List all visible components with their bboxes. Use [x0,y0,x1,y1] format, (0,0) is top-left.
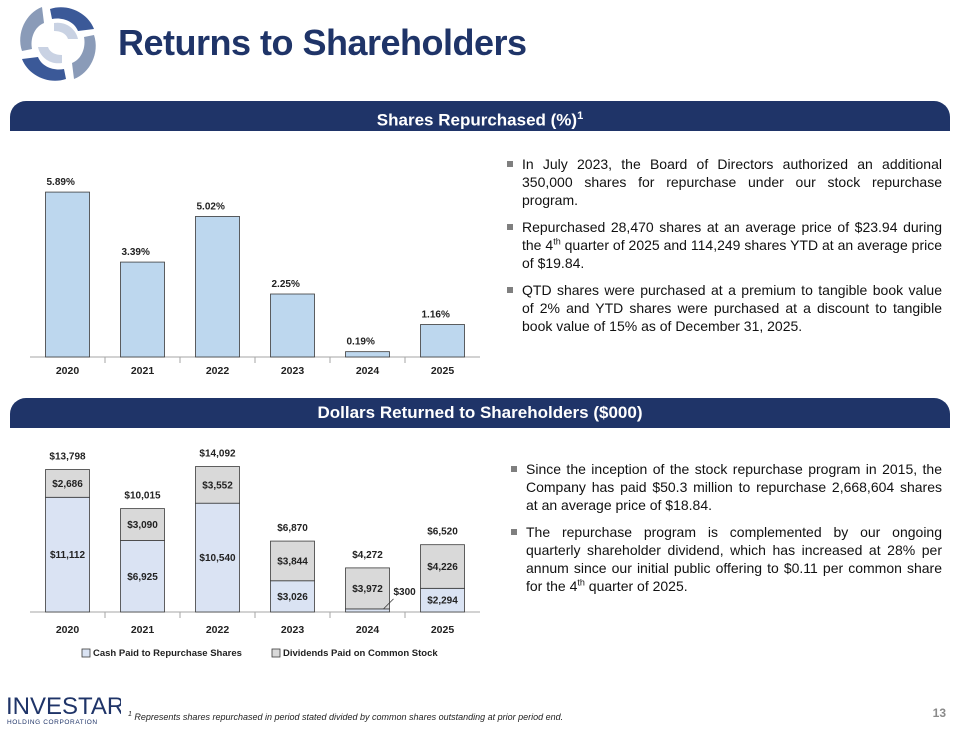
legend-label-cash: Cash Paid to Repurchase Shares [93,648,242,659]
bullet-item: Since the inception of the stock repurch… [510,460,942,514]
footnote-text: Represents shares repurchased in period … [131,712,564,722]
data-label-2025: 1.16% [422,310,450,321]
total-label-2022: $14,092 [199,449,236,460]
bullet-text: In July 2023, the Board of Directors aut… [522,156,942,208]
data-label-2024: 0.19% [347,337,375,348]
data-label-2022: 5.02% [197,201,225,212]
banner-footnote-marker: 1 [577,110,584,122]
total-label-2023: $6,870 [277,523,308,534]
page-number: 13 [932,706,946,720]
cash-label-2023: $3,026 [277,592,308,603]
bar-2024 [345,351,390,358]
cash-label-2020: $11,112 [50,550,85,561]
x-tick-label-2022: 2022 [206,365,230,377]
bullet-text: Repurchased 28,470 shares at an average … [522,219,942,253]
logo-subtext: HOLDING CORPORATION [7,719,98,726]
x-tick-label-2022: 2022 [206,624,230,636]
x-tick-label-2020: 2020 [56,624,80,636]
total-label-2020: $13,798 [49,452,86,463]
legend-swatch-cash [81,648,91,658]
dividend-bar-2024 [345,567,390,610]
investar-logo: INVESTAR HOLDING CORPORATION [6,693,121,726]
bar-2021 [120,261,165,358]
dollars-returned-bullets: Since the inception of the stock repurch… [510,460,942,604]
company-logo-icon [20,7,96,81]
data-label-2020: 5.89% [47,177,75,188]
bullet-text: The repurchase program is complemented b… [526,524,942,594]
banner-title: Shares Repurchased (%) [376,110,578,130]
cash-label-2025: $2,294 [427,596,458,607]
bar-2022 [195,216,240,358]
cash-label-2021: $6,925 [127,572,158,583]
data-label-2021: 3.39% [122,247,150,258]
bar-2023 [270,293,315,358]
bullet-text-continued: quarter of 2025. [584,578,688,594]
x-tick-label-2021: 2021 [131,624,155,636]
section-banner-shares-repurchased: Shares Repurchased (%)1 [10,101,950,131]
cash-bar-2022 [195,502,240,613]
bar-2025 [420,324,465,358]
x-tick-label-2024: 2024 [356,365,380,377]
dividend-label-2025: $4,226 [427,562,458,573]
bullet-superscript: th [553,236,561,247]
footnote-marker: 1 [128,711,132,718]
dividend-label-2022: $3,552 [202,480,233,491]
x-tick-label-2023: 2023 [281,624,305,636]
x-tick-label-2025: 2025 [431,624,455,636]
dividend-bar-2022 [195,466,240,504]
shares-repurchased-chart: 5.89% 2020 3.39% 2021 5.02% 2022 2.25% 2023 0.19… [30,177,480,377]
legend-swatch-dividends [271,648,281,658]
bullet-item: QTD shares were purchased at a premium t… [506,281,942,335]
page-title: Returns to Shareholders [118,22,527,63]
x-tick-label-2021: 2021 [131,365,155,377]
dividend-label-2020: $2,686 [52,479,83,490]
total-label-2021: $10,015 [124,491,161,502]
bullet-item: The repurchase program is complemented b… [510,523,942,595]
banner-title: Dollars Returned to Shareholders ($000) [317,403,643,422]
dollars-returned-chart: $2,686 $11,112 $13,798 2020 $3,090 $6,925 $10,… [30,449,480,659]
dividend-label-2021: $3,090 [127,520,158,531]
legend-label-dividends: Dividends Paid on Common Stock [283,648,438,659]
cash-label-leader-2024 [383,598,394,610]
section-banner-dollars-returned: Dollars Returned to Shareholders ($000) [10,398,950,428]
bullet-item: Repurchased 28,470 shares at an average … [506,218,942,272]
dividend-label-2023: $3,844 [277,556,308,567]
total-label-2025: $6,520 [427,527,458,538]
bullet-item: In July 2023, the Board of Directors aut… [506,155,942,209]
cash-bar-2020 [45,496,90,613]
total-label-2024: $4,272 [352,550,383,561]
cash-bar-2024 [345,608,390,613]
logo-text: INVESTAR [6,693,121,720]
x-tick-label-2024: 2024 [356,624,380,636]
bar-2020 [45,191,90,358]
dividend-bar-2020 [45,469,90,498]
data-label-2023: 2.25% [272,279,300,290]
cash-bar-2023 [270,580,315,613]
cash-label-2022: $10,540 [199,553,236,564]
bullet-text: Since the inception of the stock repurch… [526,461,942,513]
dividend-bar-2025 [420,544,465,589]
dividend-bar-2021 [120,508,165,541]
x-tick-label-2025: 2025 [431,365,455,377]
bullet-superscript: th [577,577,585,588]
dividend-bar-2023 [270,540,315,582]
bullet-text-continued: quarter of 2025 and 114,249 shares YTD a… [522,237,943,271]
x-tick-label-2023: 2023 [281,365,305,377]
dividend-label-2024: $3,972 [352,584,383,595]
bullet-text: QTD shares were purchased at a premium t… [522,282,942,334]
cash-label-2024: $300 [394,587,417,598]
shares-repurchased-bullets: In July 2023, the Board of Directors aut… [506,155,942,344]
footnote: 1 Represents shares repurchased in perio… [128,711,563,722]
x-tick-label-2020: 2020 [56,365,80,377]
